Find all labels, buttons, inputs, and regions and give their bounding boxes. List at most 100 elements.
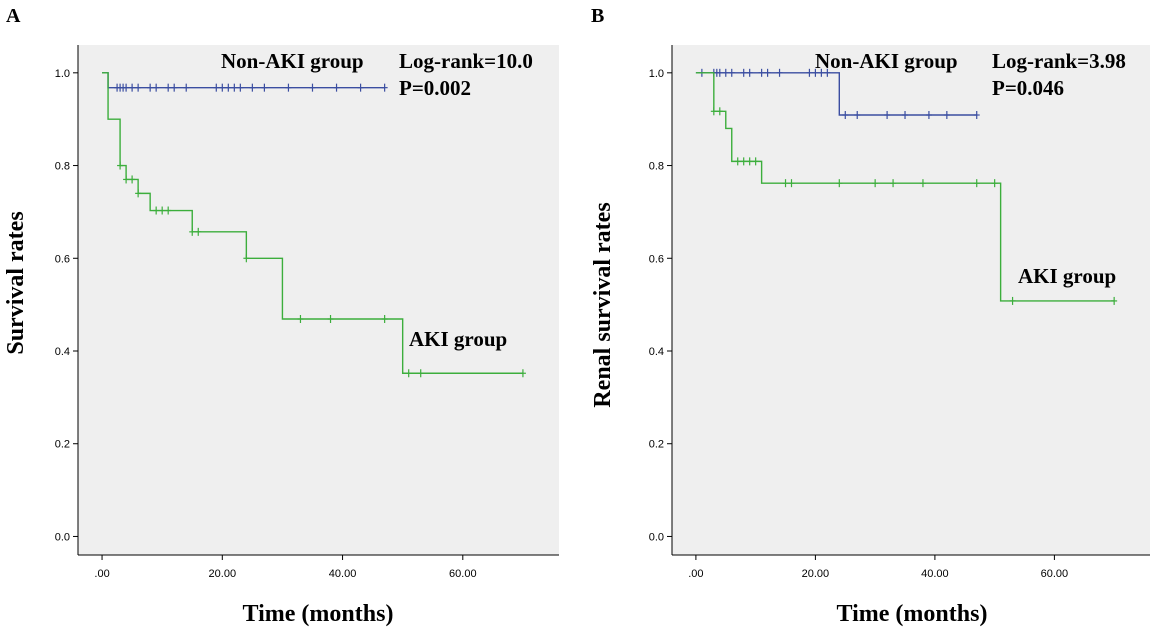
x-tick-label: 60.00: [449, 568, 477, 580]
y-tick-label: 0.2: [55, 439, 70, 451]
censor-mark: [153, 83, 160, 92]
panel-b-plot-area: [672, 45, 1150, 555]
censor-mark: [123, 175, 130, 184]
censor-mark: [758, 68, 765, 77]
censor-mark: [740, 68, 747, 77]
panel-b-non-aki-label: Non-AKI group: [815, 49, 958, 73]
censor-mark: [776, 68, 783, 77]
panel-a-aki-label: AKI group: [409, 327, 507, 351]
censor-mark: [333, 83, 340, 92]
y-tick-label: 0.6: [649, 253, 664, 265]
y-tick-label: 0.0: [649, 531, 664, 543]
censor-mark: [872, 179, 879, 188]
x-tick-label: 60.00: [1041, 568, 1069, 580]
censor-mark: [812, 68, 819, 77]
censor-mark: [381, 315, 388, 324]
censor-mark: [919, 179, 926, 188]
censor-mark: [734, 157, 741, 166]
y-tick-label: 0.4: [649, 346, 664, 358]
censor-mark: [165, 83, 172, 92]
y-tick-label: 0.0: [55, 531, 70, 543]
censor-mark: [129, 175, 136, 184]
panel-b-axes: 0.0 0.2 0.4 0.6 0.8 1.0 .00 20.00 40.00 60.00: [649, 45, 1150, 580]
y-tick-label: 0.8: [55, 161, 70, 173]
censor-mark: [716, 68, 723, 77]
censor-mark: [519, 369, 526, 378]
aki-group-curve: [695, 72, 1115, 302]
censor-mark: [129, 83, 136, 92]
y-tick-label: 0.4: [55, 346, 70, 358]
censor-mark: [297, 315, 304, 324]
censor-mark: [357, 83, 364, 92]
panel-b-log-rank: Log-rank=3.98: [992, 49, 1126, 73]
censor-mark: [123, 83, 130, 92]
panel-a-y-axis-label: Survival rates: [3, 211, 29, 354]
x-tick-label: .00: [94, 568, 109, 580]
censor-mark: [925, 111, 932, 120]
censor-mark: [973, 111, 980, 120]
censor-mark: [117, 161, 124, 170]
x-tick-label: 20.00: [209, 568, 237, 580]
censor-mark: [417, 369, 424, 378]
x-tick-label: 40.00: [329, 568, 357, 580]
censor-mark: [890, 179, 897, 188]
censor-mark: [213, 83, 220, 92]
censor-mark: [842, 111, 849, 120]
censor-mark: [1009, 296, 1016, 305]
censor-mark: [818, 68, 825, 77]
censor-mark: [309, 83, 316, 92]
censor-mark: [806, 68, 813, 77]
censor-mark: [195, 227, 202, 236]
censor-mark: [261, 83, 268, 92]
panel-b-aki-label: AKI group: [1018, 264, 1116, 288]
censor-mark: [225, 83, 232, 92]
censor-mark: [189, 227, 196, 236]
aki-group-curve: [102, 72, 523, 374]
panel-b-curves: [695, 68, 1118, 305]
censor-mark: [973, 179, 980, 188]
panel-b-label: B: [591, 5, 604, 27]
y-tick-label: 0.2: [649, 439, 664, 451]
censor-mark: [710, 107, 717, 116]
panel-a-log-rank: Log-rank=10.0: [399, 49, 533, 73]
panel-a-curves: [102, 72, 526, 378]
censor-mark: [237, 83, 244, 92]
censor-mark: [740, 157, 747, 166]
censor-mark: [153, 206, 160, 215]
censor-mark: [243, 254, 250, 263]
censor-mark: [788, 179, 795, 188]
censor-mark: [183, 83, 190, 92]
censor-mark: [746, 157, 753, 166]
censor-mark: [716, 107, 723, 116]
censor-mark: [824, 68, 831, 77]
censor-mark: [728, 68, 735, 77]
censor-mark: [327, 315, 334, 324]
censor-mark: [752, 157, 759, 166]
censor-mark: [147, 83, 154, 92]
censor-mark: [722, 68, 729, 77]
panel-a: A 0.0 0.2 0.4 0.6 0.8 1.0 .00 20.00 40.00 60.00 T…: [3, 5, 559, 627]
panel-a-axes: 0.0 0.2 0.4 0.6 0.8 1.0 .00 20.00 40.00 60.00: [55, 45, 559, 580]
censor-mark: [782, 179, 789, 188]
panel-b-p-value: P=0.046: [992, 76, 1064, 100]
censor-mark: [159, 206, 166, 215]
censor-mark: [171, 83, 178, 92]
censor-mark: [836, 179, 843, 188]
panel-a-x-axis-label: Time (months): [243, 601, 394, 627]
censor-mark: [381, 83, 388, 92]
censor-mark: [943, 111, 950, 120]
censor-mark: [249, 83, 256, 92]
y-tick-label: 0.8: [649, 161, 664, 173]
censor-mark: [854, 111, 861, 120]
panel-a-non-aki-label: Non-AKI group: [221, 49, 364, 73]
panel-a-label: A: [6, 5, 21, 27]
panel-b-y-axis-label: Renal survival rates: [590, 202, 616, 407]
panel-a-p-value: P=0.002: [399, 76, 471, 100]
censor-mark: [135, 83, 142, 92]
panel-b: B 0.0 0.2 0.4 0.6 0.8 1.0 .00 20.00 40.00 60.00 T…: [590, 5, 1150, 627]
censor-mark: [884, 111, 891, 120]
panel-a-plot-area: [78, 45, 559, 555]
censor-mark: [764, 68, 771, 77]
x-tick-label: .00: [688, 568, 703, 580]
